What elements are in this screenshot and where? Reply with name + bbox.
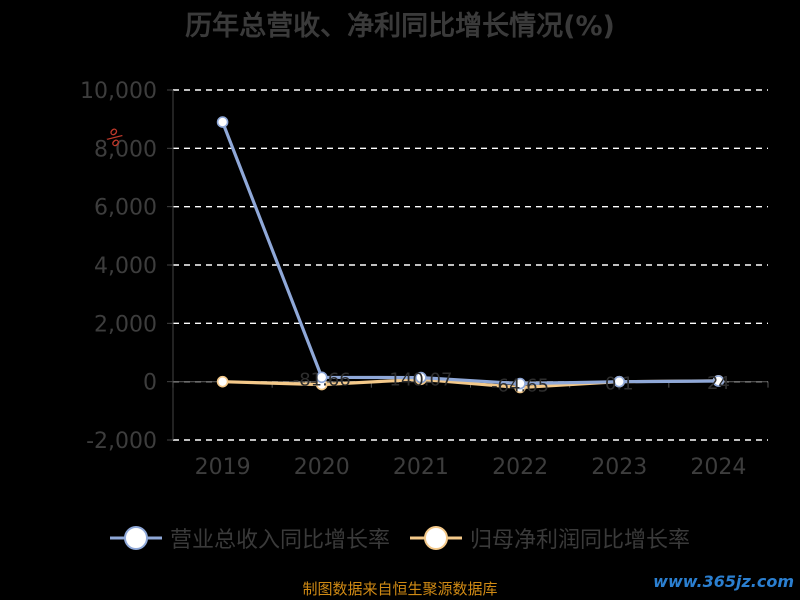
legend-item-revenue[interactable]: 营业总收入同比增长率: [109, 522, 390, 554]
data-point-1: [216, 375, 229, 388]
data-point-0: [216, 116, 229, 128]
data-label: -64.65: [491, 376, 549, 397]
series-lines: [216, 116, 725, 394]
x-tick-label: 2022: [492, 455, 548, 480]
legend-label-net-profit: 归母净利润同比增长率: [470, 528, 691, 553]
data-label: 24: [707, 373, 730, 394]
axes: [167, 89, 769, 441]
data-labels: -81.66 140.07 -64.65 0.1 24: [293, 369, 730, 396]
data-point-0: [514, 377, 526, 390]
data-source-footer: 制图数据来自恒生聚源数据库: [302, 580, 498, 598]
y-tick-label: 6,000: [94, 196, 157, 221]
series-line-0: [221, 121, 719, 386]
legend-marker-revenue-icon: [109, 526, 162, 550]
data-point-0: [712, 375, 725, 387]
x-tick-label: 2020: [294, 455, 350, 480]
y-tick-label: 0: [143, 371, 157, 396]
x-tick-label: 2021: [393, 455, 449, 480]
legend-item-net-profit[interactable]: 归母净利润同比增长率: [410, 522, 690, 554]
x-tick-labels: 2019 2020 2021 2022 2023 2024: [195, 455, 747, 480]
data-point-0: [315, 371, 328, 384]
data-label: 0.1: [605, 374, 634, 395]
chart-title: 历年总营收、净利同比增长情况(%): [185, 11, 615, 42]
x-tick-label: 2019: [195, 455, 251, 480]
y-tick-label: 10,000: [80, 79, 157, 104]
data-point-0: [415, 371, 427, 384]
y-tick-label: 4,000: [94, 254, 157, 279]
legend-label-revenue: 营业总收入同比增长率: [169, 528, 390, 553]
y-tick-label: 2,000: [94, 312, 157, 337]
x-tick-label: 2023: [591, 455, 647, 480]
data-label: 140.07: [389, 370, 452, 391]
y-tick-labels: 10,000 8,000 6,000 4,000 2,000 0 -2,000: [80, 79, 157, 454]
data-point-0: [613, 375, 626, 388]
y-tick-label: 8,000: [94, 137, 157, 162]
x-tick-label: 2024: [690, 455, 746, 480]
legend-marker-net-profit-icon: [410, 526, 462, 550]
y-tick-label: -2,000: [86, 429, 157, 454]
data-label: -81.66: [293, 369, 351, 390]
watermark: www.365jz.com: [653, 572, 794, 591]
legend: 营业总收入同比增长率 归母净利润同比增长率: [0, 520, 800, 556]
